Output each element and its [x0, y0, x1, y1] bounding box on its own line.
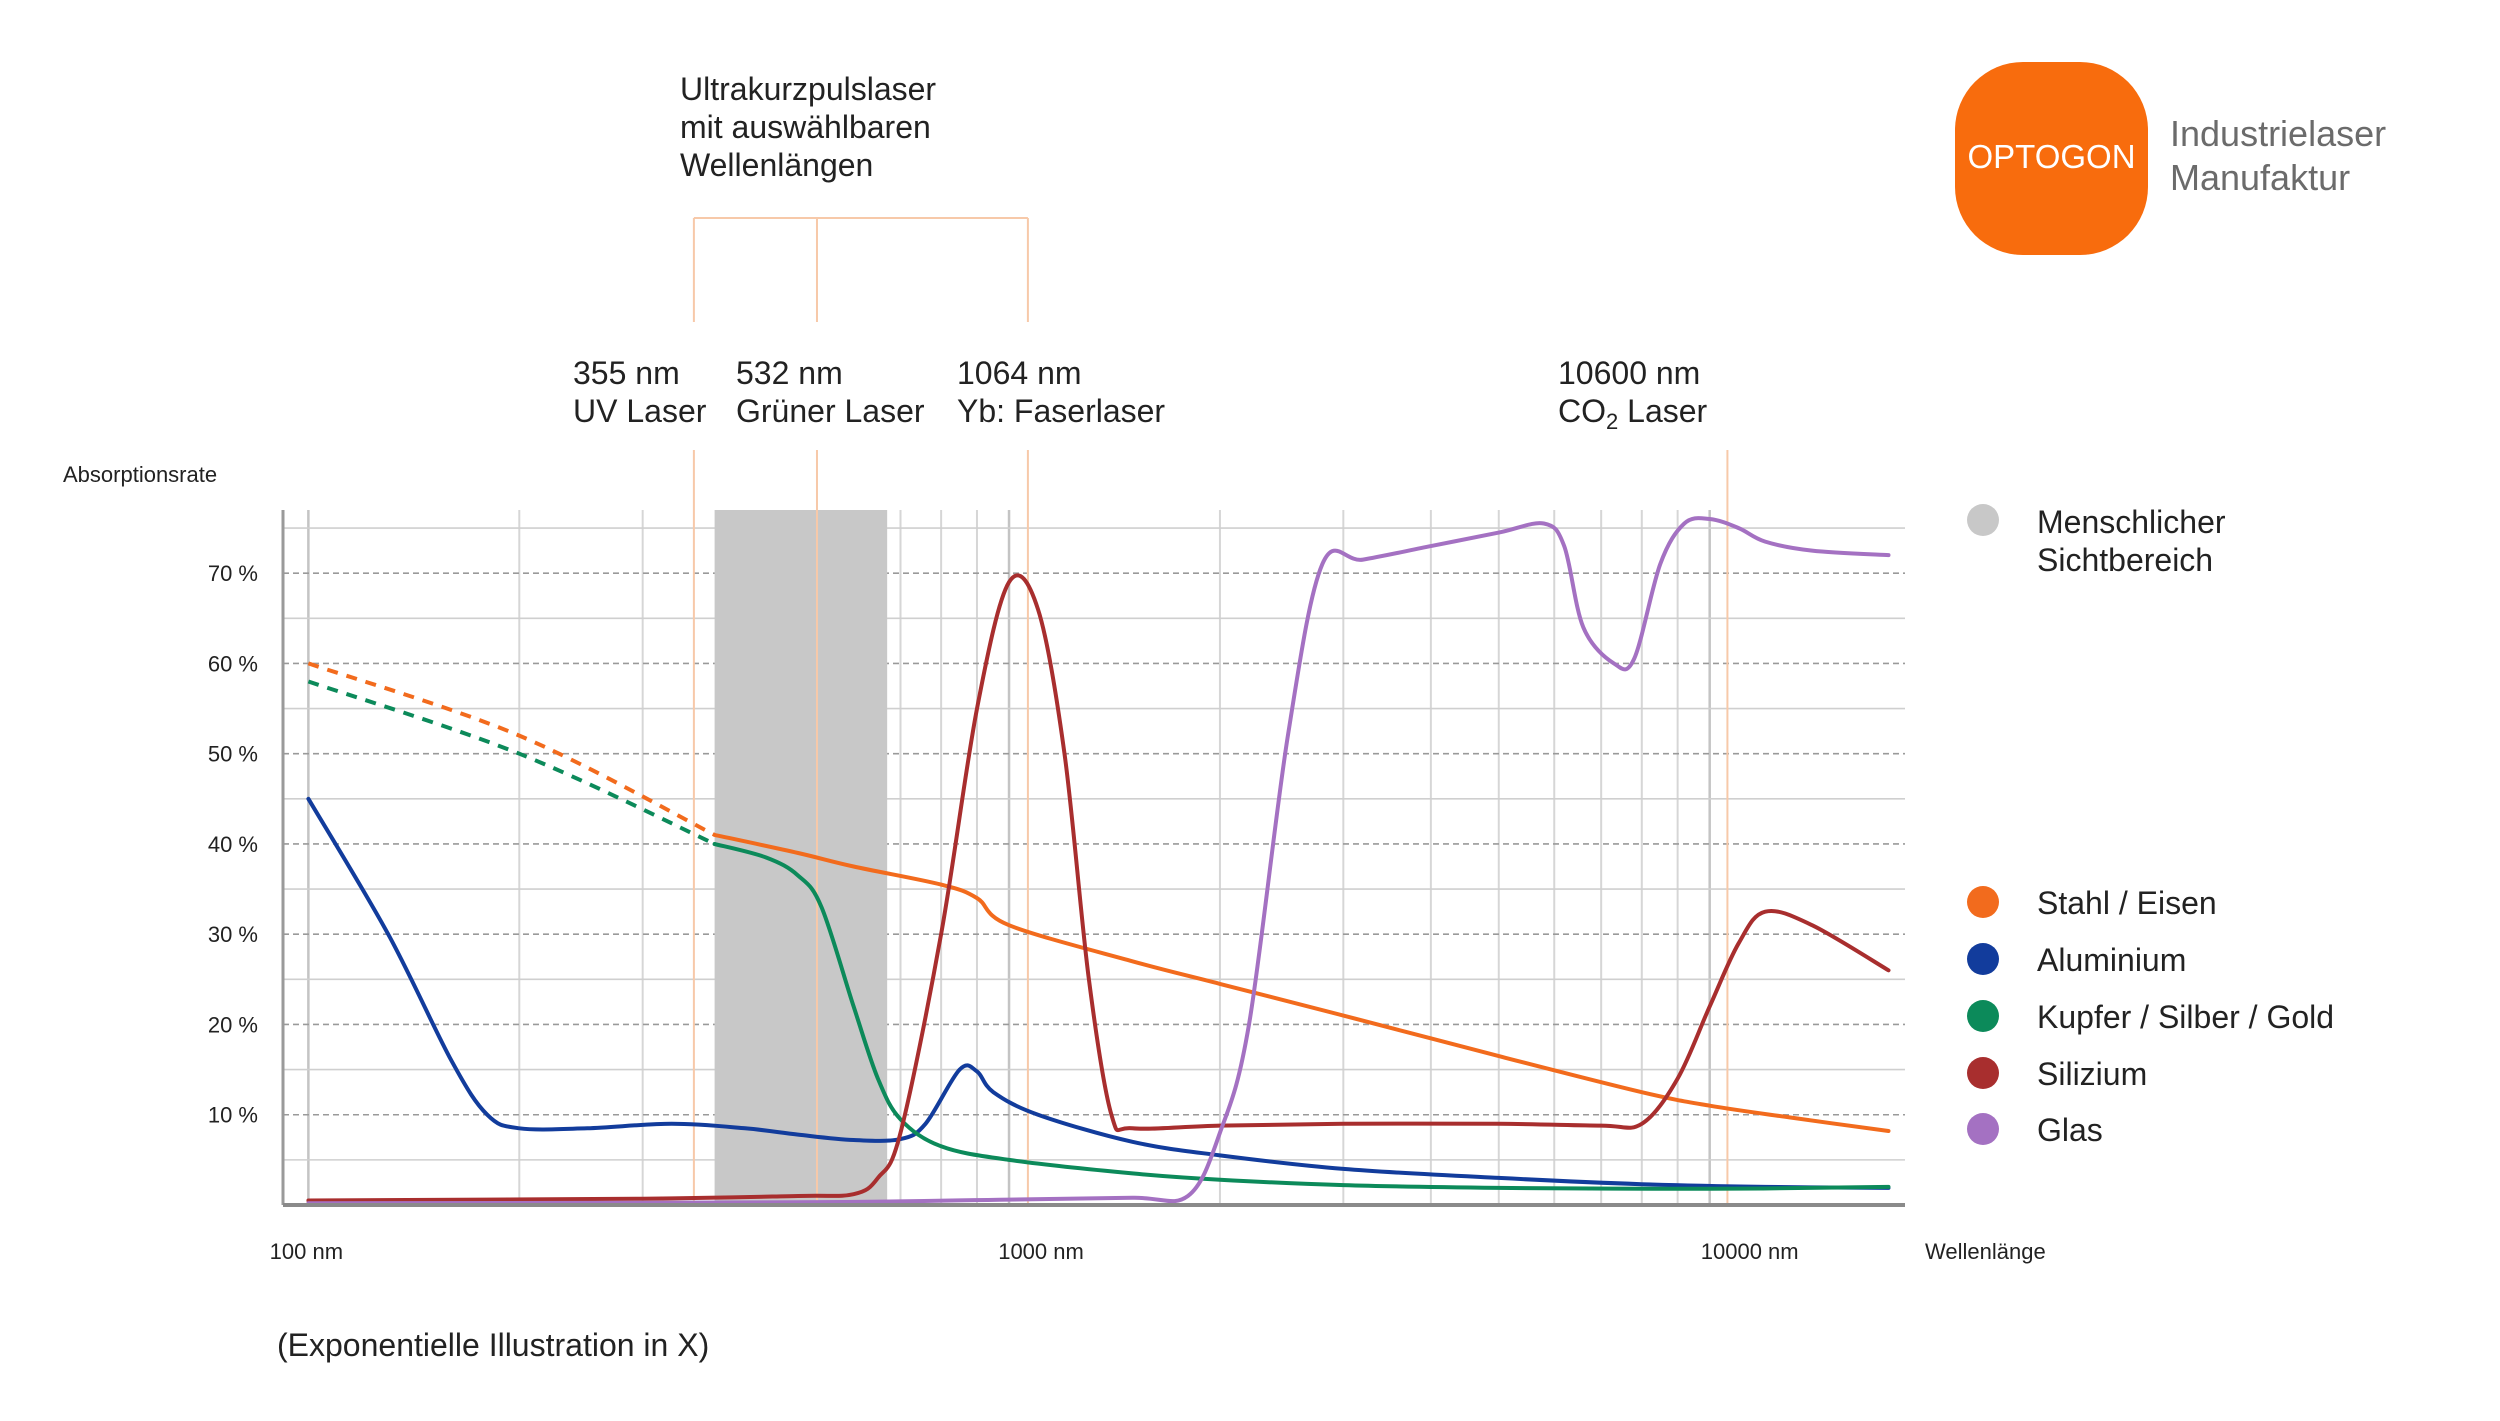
y-tick-label: 70 %	[208, 561, 258, 586]
logo-tagline-line2: Manufaktur	[2170, 157, 2350, 198]
chart-axes	[281, 510, 1905, 1207]
logo-text: OPTOGON	[1967, 138, 2135, 175]
ukp-laser-annotation: Ultrakurzpulslaser mit auswählbaren Well…	[680, 71, 936, 183]
laser-label-subscript: 2	[1606, 409, 1618, 434]
legend-marker	[1967, 1057, 1999, 1089]
x-tick-label: 10000 nm	[1701, 1239, 1799, 1264]
laser-label-wavelength: 10600 nm	[1558, 355, 1700, 391]
logo-tagline-line1: Industrielaser	[2170, 113, 2386, 154]
y-tick-label: 40 %	[208, 832, 258, 857]
laser-wavelength-markers	[692, 217, 1729, 1205]
legend-label: Stahl / Eisen	[2037, 885, 2217, 921]
laser-label-co: CO	[1558, 393, 1606, 429]
legend-marker-visible-band	[1967, 504, 1999, 536]
legend-label-visible-band-line1: Menschlicher	[2037, 504, 2226, 540]
series-stahl-eisen-line	[712, 832, 1891, 1133]
laser-label-type: UV Laser	[573, 393, 707, 429]
footnote: (Exponentielle Illustration in X)	[277, 1327, 709, 1363]
visible-spectrum-band	[714, 510, 888, 1205]
laser-label-type: CO2 Laser	[1558, 393, 1708, 434]
y-tick-label: 10 %	[208, 1103, 258, 1128]
ukp-line2: mit auswählbaren	[680, 109, 931, 145]
series-aluminium-line	[306, 796, 1891, 1190]
legend-label-visible-band-line2: Sichtbereich	[2037, 542, 2213, 578]
y-tick-label: 60 %	[208, 651, 258, 676]
chart-series	[306, 516, 1891, 1206]
series-glas-line	[306, 516, 1891, 1206]
ukp-line3: Wellenlängen	[680, 147, 873, 183]
y-tick-label: 20 %	[208, 1012, 258, 1037]
series-silizium-line	[306, 573, 1891, 1203]
series-kupfer-silber-gold-dashed-line	[307, 679, 716, 846]
visible-band	[714, 510, 888, 1205]
laser-label-wavelength: 355 nm	[573, 355, 680, 391]
y-tick-label: 30 %	[208, 922, 258, 947]
series-kupfer-silber-gold-line	[712, 842, 1891, 1191]
y-tick-label: 50 %	[208, 742, 258, 767]
x-axis-title: Wellenlänge	[1925, 1239, 2046, 1264]
legend-label: Aluminium	[2037, 942, 2186, 978]
legend-label: Kupfer / Silber / Gold	[2037, 999, 2334, 1035]
ukp-line1: Ultrakurzpulslaser	[680, 71, 936, 107]
laser-label-rest: Laser	[1618, 393, 1707, 429]
legend-marker	[1967, 943, 1999, 975]
series-stahl-eisen-dashed-line	[307, 661, 716, 837]
x-tick-label: 100 nm	[270, 1239, 343, 1264]
optogon-logo: OPTOGON Industrielaser Manufaktur	[1955, 62, 2386, 255]
y-axis-title: Absorptionsrate	[63, 462, 217, 487]
x-tick-label: 1000 nm	[998, 1239, 1084, 1264]
laser-label-wavelength: 532 nm	[736, 355, 843, 391]
legend-label: Glas	[2037, 1112, 2103, 1148]
laser-label-type: Yb: Faserlaser	[957, 393, 1165, 429]
legend-marker	[1967, 1000, 1999, 1032]
laser-label-type: Grüner Laser	[736, 393, 925, 429]
laser-label-wavelength: 1064 nm	[957, 355, 1082, 391]
legend-marker	[1967, 1113, 1999, 1145]
legend-marker	[1967, 886, 1999, 918]
logo-badge	[1955, 62, 2148, 255]
legend-label: Silizium	[2037, 1056, 2147, 1092]
